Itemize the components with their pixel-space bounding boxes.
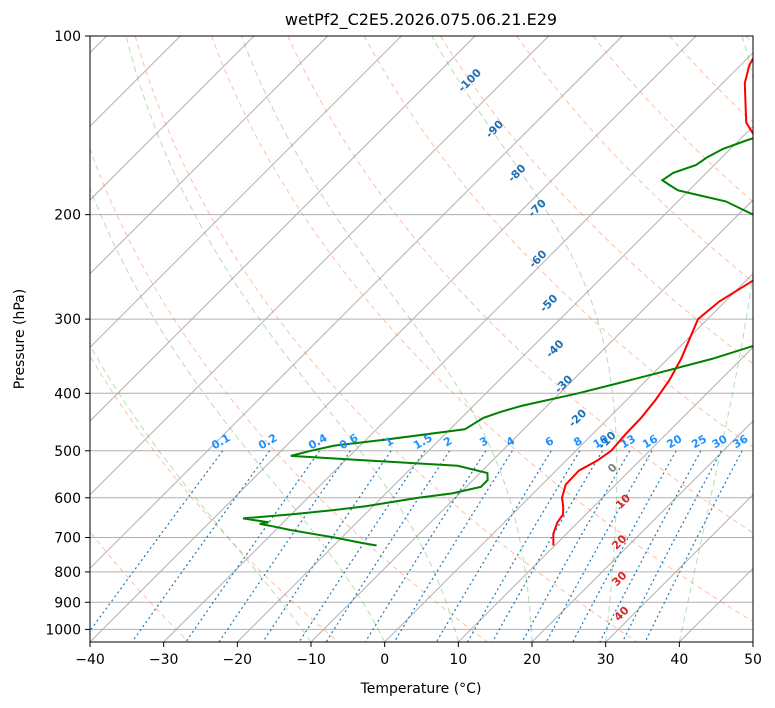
isotherm <box>90 36 255 201</box>
dewpoint-profile-line <box>242 137 753 547</box>
mixing-ratio-line <box>298 450 426 642</box>
tick-layer: −40 −30 −20 −10 0 10 20 30 40 50 1000 900 800 700 600 5… <box>45 29 762 668</box>
mixing-ratio-line <box>621 450 722 642</box>
dry-adiabat <box>211 36 753 623</box>
x-tick-label: −20 <box>223 652 253 668</box>
y-tick-label: 100 <box>54 29 81 45</box>
temperature-profile-line <box>552 56 753 546</box>
dry-adiabat <box>90 530 190 642</box>
x-tick-label: −30 <box>149 652 179 668</box>
mixing-ratio-line <box>521 450 631 642</box>
x-tick-label: 40 <box>670 652 688 668</box>
dry-adiabat <box>363 36 753 448</box>
grid-layer <box>90 36 753 642</box>
isotherm <box>236 125 753 642</box>
mixing-ratio-line <box>572 450 677 642</box>
dry-adiabat <box>592 36 753 203</box>
isotherm <box>90 36 550 496</box>
x-axis-title: Temperature (°C) <box>360 681 482 697</box>
y-tick-label: 500 <box>54 444 81 460</box>
moist-adiabat <box>431 36 618 642</box>
mixing-ratio-line <box>435 450 552 642</box>
isotherm <box>457 346 753 642</box>
isotherm <box>90 36 697 642</box>
mixing-ratio-line <box>545 450 653 642</box>
x-tick-label: 0 <box>380 652 389 668</box>
moist-adiabat <box>90 187 386 642</box>
plot-frame <box>89 35 754 643</box>
dry-adiabat <box>516 36 753 283</box>
y-tick-label: 200 <box>54 208 81 224</box>
isotherm <box>163 51 753 642</box>
x-tick-label: −40 <box>75 652 105 668</box>
x-tick-label: 10 <box>449 652 467 668</box>
moist-adiabat <box>240 36 533 642</box>
x-tick-label: 20 <box>523 652 541 668</box>
mixing-ratio-line <box>466 450 581 642</box>
y-tick-label: 900 <box>54 595 81 611</box>
y-tick-label: 300 <box>54 312 81 328</box>
moist-adiabat <box>90 344 312 642</box>
mixing-ratio-line <box>491 450 604 642</box>
x-tick-label: 50 <box>744 652 762 668</box>
isotherm <box>384 272 753 642</box>
isotherm <box>90 36 329 275</box>
mixing-ratio-line <box>185 450 321 642</box>
x-tick-label: −10 <box>296 652 326 668</box>
moist-adiabat <box>125 36 459 642</box>
y-tick-label: 1000 <box>45 622 81 638</box>
y-tick-label: 800 <box>54 565 81 581</box>
mixing-ratio-line <box>131 450 271 642</box>
isotherm <box>90 36 402 349</box>
isotherm <box>531 420 753 642</box>
isotherm <box>310 199 753 642</box>
y-tick-label: 700 <box>54 531 81 547</box>
chart-title: wetPf2_C2E5.2026.075.06.21.E29 <box>285 10 557 30</box>
mixing-ratio-line <box>262 450 392 642</box>
dry-adiabat <box>439 36 753 365</box>
mixing-ratio-line <box>644 450 743 642</box>
isotherm <box>90 36 623 570</box>
mixing-ratio-line <box>218 450 351 642</box>
moist-adiabat <box>678 36 753 642</box>
dry-adiabat <box>134 36 638 642</box>
y-tick-label: 400 <box>54 386 81 402</box>
isotherm <box>90 36 476 422</box>
x-tick-label: 30 <box>597 652 615 668</box>
isotherm <box>605 493 753 642</box>
y-axis-title: Pressure (hPa) <box>12 289 28 389</box>
y-tick-label: 600 <box>54 491 81 507</box>
series-layer <box>242 56 753 547</box>
mixing-ratio-line <box>599 450 702 642</box>
